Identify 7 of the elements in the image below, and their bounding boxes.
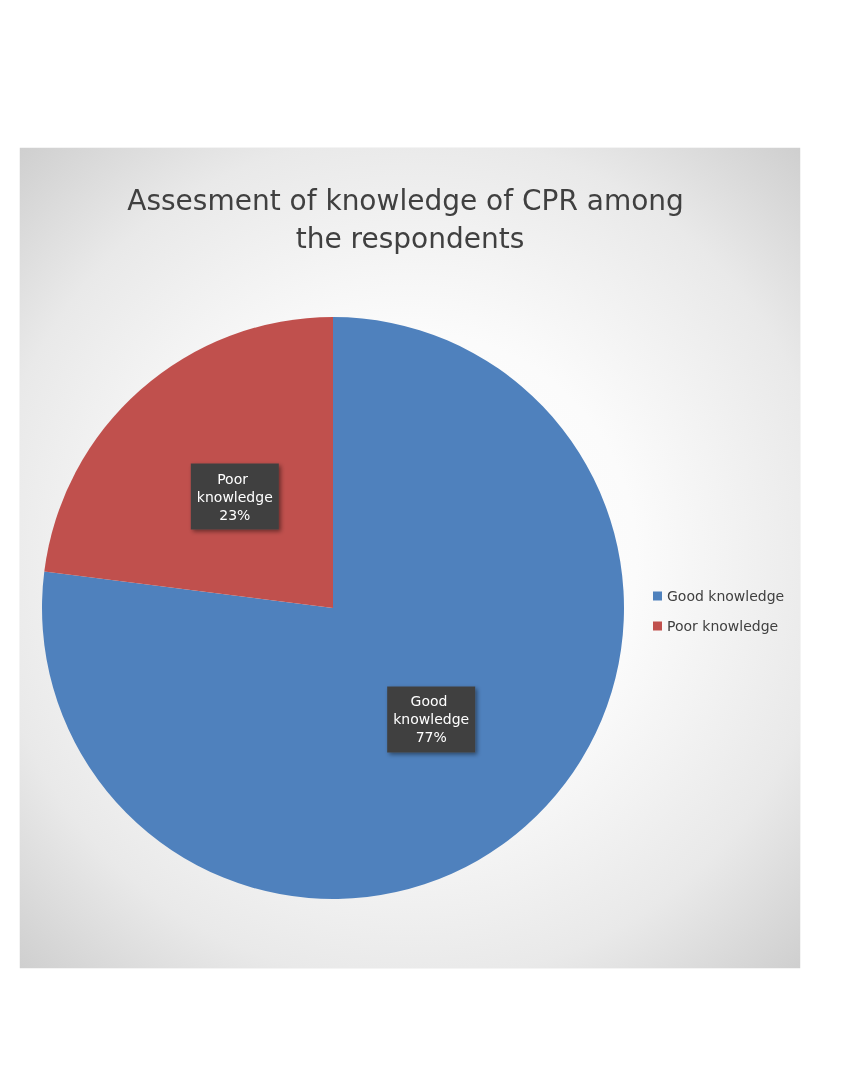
data-label: 23%	[219, 506, 251, 523]
slice-label: Poor knowledge	[196, 470, 273, 505]
slice-label: Good knowledge	[393, 693, 470, 728]
data-label: 77%	[415, 729, 447, 746]
chart-title: Assesment of knowledge of CPR among the respondents	[127, 183, 693, 255]
legend-label: Poor knowledge	[667, 618, 779, 634]
legend-label: Good knowledge	[667, 588, 785, 604]
